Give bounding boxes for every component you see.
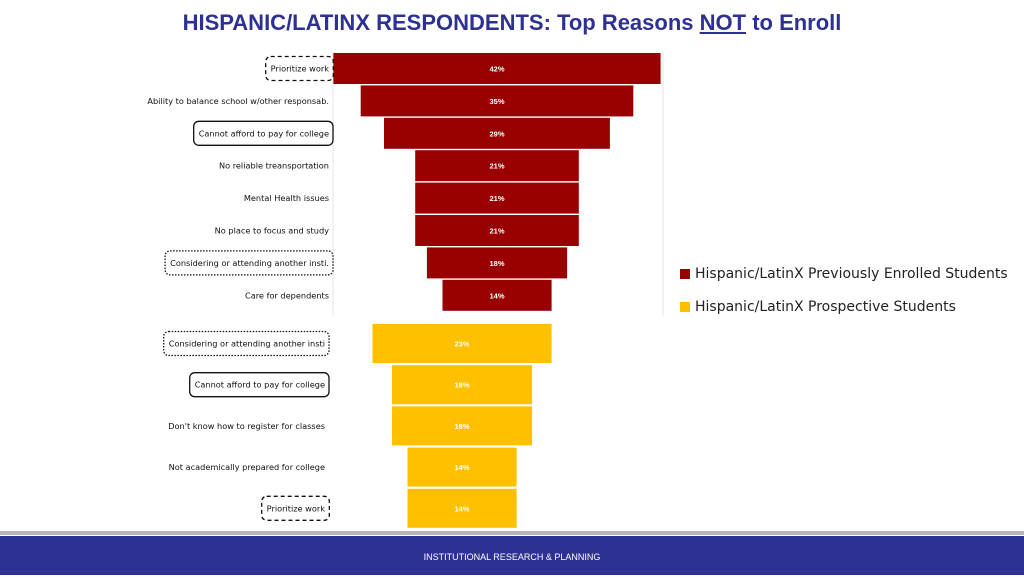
legend-swatch-prospective — [680, 302, 690, 312]
dashed-highlight-box — [261, 495, 330, 521]
footer-divider — [0, 531, 1024, 535]
category-label: Care for dependents — [245, 290, 329, 300]
category-label: Considering or attending another insti — [169, 339, 325, 349]
title-part-1: HISPANIC/LATINX RESPONDENTS: Top Reasons — [182, 10, 700, 35]
bar — [415, 215, 579, 246]
data-label: 18% — [489, 259, 504, 268]
legend-item-prospective: Hispanic/LatinX Prospective Students — [680, 297, 1008, 317]
category-label: Prioritize work — [271, 64, 330, 74]
category-label: Prioritize work — [267, 503, 326, 513]
legend-label-previously-enrolled: Hispanic/LatinX Previously Enrolled Stud… — [695, 266, 1008, 282]
legend: Hispanic/LatinX Previously Enrolled Stud… — [680, 264, 1008, 330]
category-label: Not academically prepared for college — [169, 462, 325, 472]
category-label: Cannot afford to pay for college — [195, 380, 325, 390]
bar — [407, 488, 517, 528]
data-label: 29% — [489, 129, 504, 138]
bar — [407, 447, 517, 487]
legend-item-previously-enrolled: Hispanic/LatinX Previously Enrolled Stud… — [680, 264, 1008, 284]
category-label: Don't know how to register for classes — [168, 421, 325, 431]
category-label: No reliable treansportation — [219, 161, 329, 171]
bar — [372, 324, 552, 363]
category-label: Cannot afford to pay for college — [199, 128, 329, 138]
footer-text: INSTITUTIONAL RESEARCH & PLANNING — [423, 552, 601, 562]
category-label: No place to focus and study — [215, 226, 330, 236]
bar — [391, 365, 533, 405]
category-label: Mental Health issues — [244, 193, 329, 203]
bar — [415, 182, 579, 214]
dotted-highlight-box — [164, 250, 334, 276]
legend-swatch-previously-enrolled — [680, 269, 690, 279]
data-label: 18% — [454, 422, 469, 431]
bar — [415, 150, 579, 182]
bar — [442, 279, 552, 311]
title-underlined-word: NOT — [699, 10, 747, 35]
dashed-highlight-box — [265, 55, 334, 82]
solid-highlight-box — [189, 372, 330, 398]
chart-title: HISPANIC/LATINX RESPONDENTS: Top Reasons… — [0, 10, 1024, 36]
footer-bar: INSTITUTIONAL RESEARCH & PLANNING — [0, 536, 1024, 575]
bar — [384, 117, 610, 149]
dotted-highlight-box — [163, 330, 330, 357]
bar — [333, 53, 661, 84]
data-label: 23% — [454, 340, 469, 349]
data-label: 21% — [489, 194, 504, 203]
funnel-chart: 42% Prioritize work 35% Ability to balance … — [147, 52, 664, 528]
category-label: Ability to balance school w/other respon… — [147, 96, 329, 106]
bar — [426, 247, 568, 279]
bar — [391, 406, 533, 446]
data-label: 14% — [454, 504, 469, 513]
data-label: 35% — [489, 97, 504, 106]
data-label: 21% — [489, 227, 504, 236]
legend-label-prospective: Hispanic/LatinX Prospective Students — [695, 299, 956, 315]
data-label: 14% — [489, 291, 504, 300]
solid-highlight-box — [193, 120, 334, 146]
bar — [360, 85, 634, 117]
data-label: 42% — [489, 65, 504, 74]
data-label: 18% — [454, 381, 469, 390]
data-label: 14% — [454, 463, 469, 472]
data-label: 21% — [489, 162, 504, 171]
title-part-2: to Enroll — [746, 10, 842, 35]
category-label: Considering or attending another insti. — [170, 258, 329, 268]
